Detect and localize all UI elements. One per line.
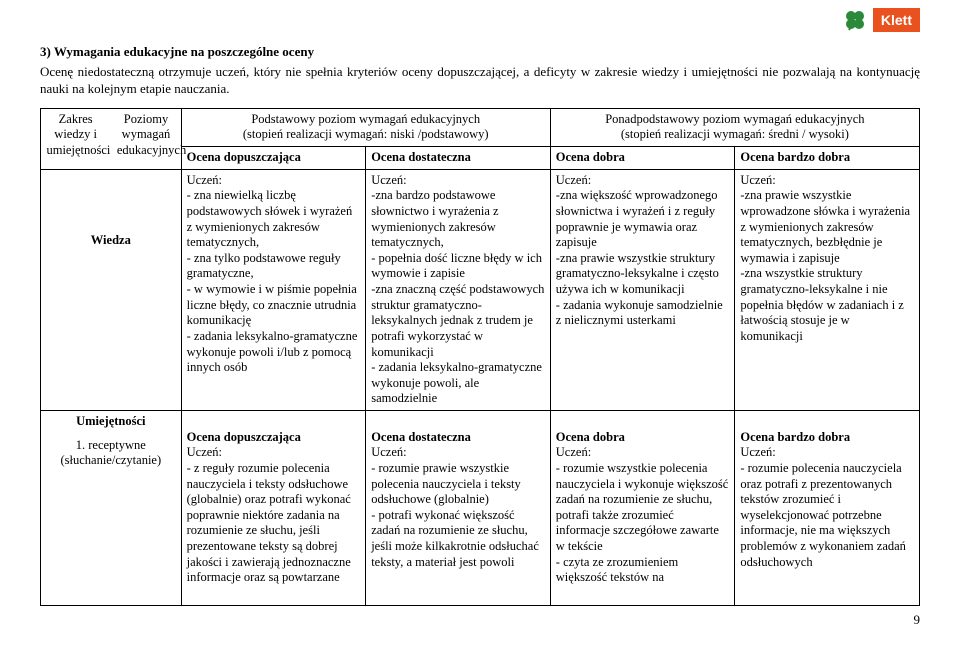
basic-sub: (stopień realizacji wymagań: niski /pods… [243,127,489,141]
page-number: 9 [40,612,920,628]
wiedza-dobra: Uczeń: -zna większość wprowadzonego słow… [550,169,735,410]
wiedza-bardzo-dobra: Uczeń: -zna prawie wszystkie wprowadzone… [735,169,920,410]
zakres-caption: Zakres wiedzy i umiejętności [46,112,104,159]
grade-dobra-head: Ocena dobra [550,147,735,170]
header-above: Ponadpodstawowy poziom wymagań edukacyjn… [550,108,919,146]
brand-logo: Klett [843,8,920,32]
wiedza-dopuszczajaca: Uczeń: - zna niewielką liczbę podstawowy… [181,169,366,410]
umiejetnosci-dopuszczajaca: Ocena dopuszczająca Uczeń: - z reguły ro… [181,411,366,606]
row-umiejetnosci-label: Umiejętności 1. receptywne (słuchanie/cz… [41,411,182,606]
wiedza-dostateczna: Uczeń: -zna bardzo podstawowe słownictwo… [366,169,551,410]
umiejetnosci-dostateczna: Ocena dostateczna Uczeń: - rozumie prawi… [366,411,551,606]
requirements-table: Zakres wiedzy i umiejętności Poziomy wym… [40,108,920,606]
above-title: Ponadpodstawowy poziom wymagań edukacyjn… [605,112,864,126]
header-zakres: Zakres wiedzy i umiejętności Poziomy wym… [41,108,182,169]
above-sub: (stopień realizacji wymagań: średni / wy… [621,127,849,141]
header-basic: Podstawowy poziom wymagań edukacyjnych (… [181,108,550,146]
row-wiedza-label: Wiedza [41,169,182,410]
umiejetnosci-bardzo-dobra: Ocena bardzo dobra Uczeń: - rozumie pole… [735,411,920,606]
grade-dopuszczajaca-head: Ocena dopuszczająca [181,147,366,170]
intro-paragraph: Ocenę niedostateczną otrzymuje uczeń, kt… [40,64,920,98]
grade-dostateczna-head: Ocena dostateczna [366,147,551,170]
poziomy-caption: Poziomy wymagań edukacyjnych [117,112,175,159]
table-row: Umiejętności 1. receptywne (słuchanie/cz… [41,411,920,606]
section-heading: 3) Wymagania edukacyjne na poszczególne … [40,44,920,60]
clover-icon [843,8,867,32]
brand-name: Klett [873,8,920,32]
umiejetnosci-dobra: Ocena dobra Uczeń: - rozumie wszystkie p… [550,411,735,606]
grade-bardzo-dobra-head: Ocena bardzo dobra [735,147,920,170]
table-row: Wiedza Uczeń: - zna niewielką liczbę pod… [41,169,920,410]
basic-title: Podstawowy poziom wymagań edukacyjnych [251,112,480,126]
